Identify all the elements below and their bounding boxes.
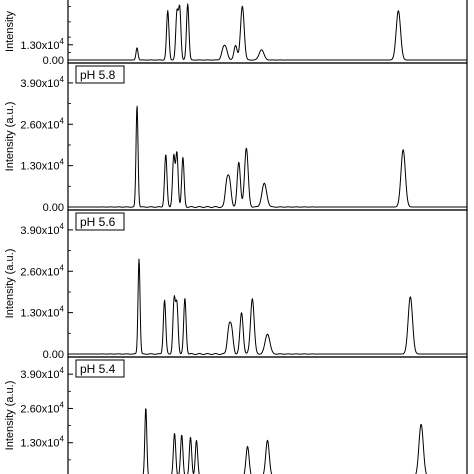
panel-top: 1.30x104 0.00 Intensity xyxy=(4,0,468,67)
y-tick-label: 1.30x104 xyxy=(20,305,64,320)
panel-ph-5-4: 3.90x104 2.60x104 1.30x104 Intensity (a.u.)… xyxy=(4,356,468,474)
y-tick-label: 1.30x104 xyxy=(20,37,64,52)
y-tick-label: 0.00 xyxy=(43,349,64,361)
panel-label-box xyxy=(75,212,125,231)
y-axis-title: Intensity (a.u.) xyxy=(4,249,16,319)
y-tick-label: 3.90x104 xyxy=(20,75,64,90)
y-tick-label: 3.90x104 xyxy=(20,366,64,381)
panel-ph-5-8: 3.90x104 2.60x104 1.30x104 0.00 Intensity (a… xyxy=(4,62,468,214)
panel-label: pH 5.4 xyxy=(80,362,116,376)
y-tick-label: 2.60x104 xyxy=(20,116,64,131)
y-tick-label: 1.30x104 xyxy=(20,435,64,450)
panel-label: pH 5.8 xyxy=(80,68,116,82)
y-axis-title: Intensity (a.u.) xyxy=(4,381,16,451)
y-tick-label: 3.90x104 xyxy=(20,222,64,237)
chromatogram-trace xyxy=(142,408,427,474)
plot-frame xyxy=(67,356,468,474)
plot-frame xyxy=(67,0,468,64)
y-tick-label: 0.00 xyxy=(43,55,64,67)
y-axis-title: Intensity xyxy=(4,11,16,52)
chromatogram-trace xyxy=(67,3,468,61)
plot-frame xyxy=(67,62,468,211)
panel-label-box xyxy=(75,65,125,84)
panel-label-box xyxy=(75,359,125,378)
chromatogram-trace xyxy=(67,258,468,355)
y-tick-label: 2.60x104 xyxy=(20,400,64,415)
panel-label: pH 5.6 xyxy=(80,215,116,229)
y-axis-title: Intensity (a.u.) xyxy=(4,102,16,172)
y-tick-label: 0.00 xyxy=(43,202,64,214)
panel-ph-5-6: 3.90x104 2.60x104 1.30x104 0.00 Intensity (a… xyxy=(4,209,468,361)
y-tick-label: 1.30x104 xyxy=(20,158,64,173)
chromatogram-trace xyxy=(67,105,468,208)
y-tick-label: 2.60x104 xyxy=(20,263,64,278)
